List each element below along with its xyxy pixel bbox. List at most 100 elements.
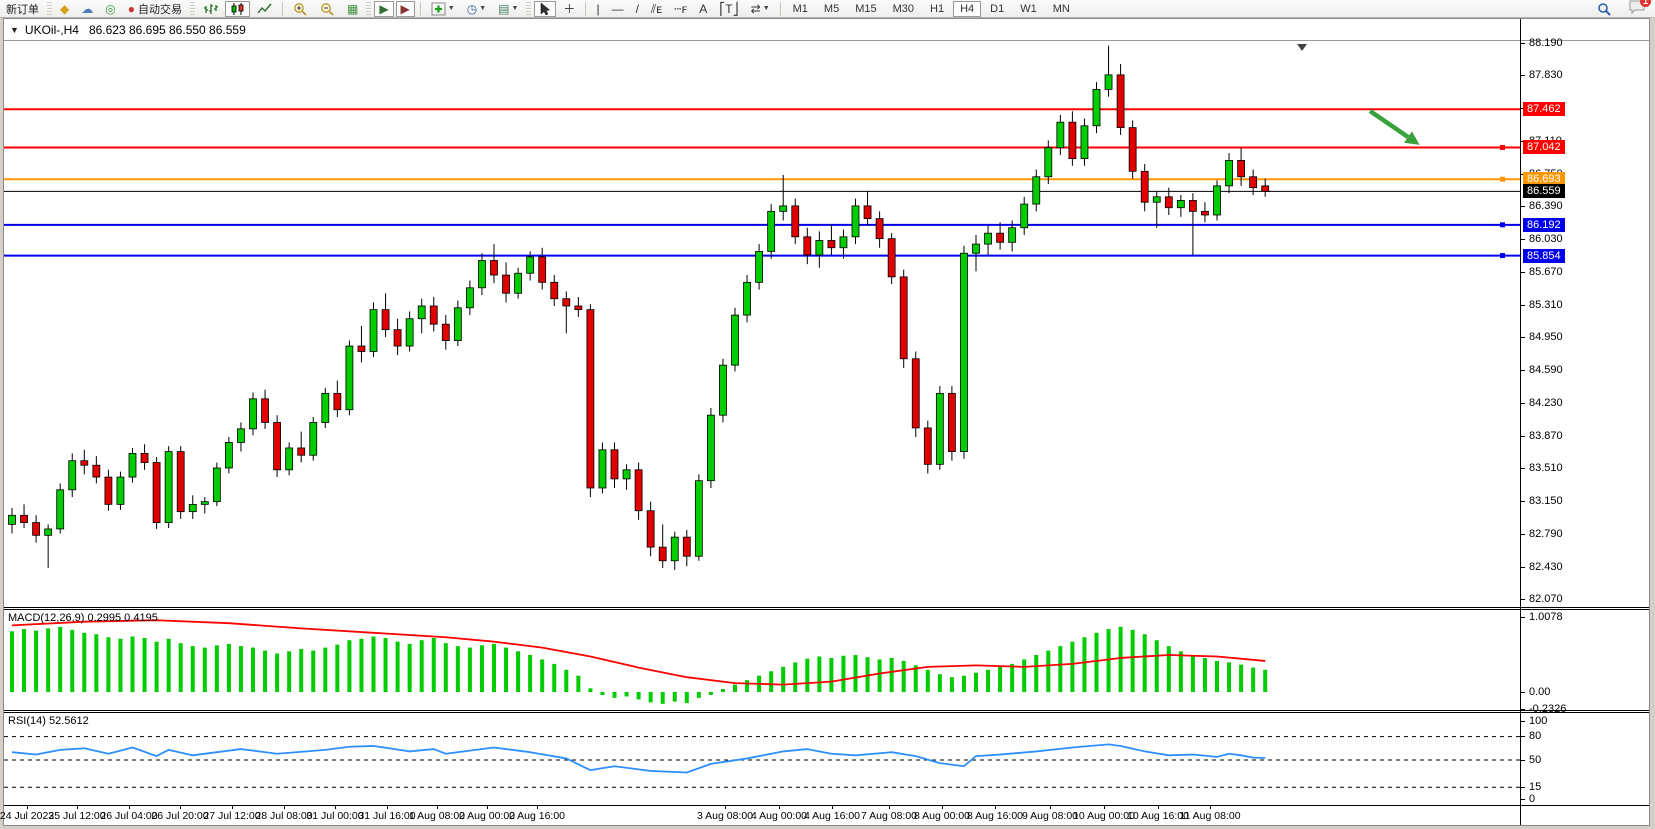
time-axis-label: 8 Aug 16:00: [966, 810, 1024, 822]
time-axis-tick: [129, 806, 130, 809]
time-axis-tick: [487, 806, 488, 809]
time-axis-label: 25 Jul 12:00: [48, 810, 106, 822]
search-icon[interactable]: [1592, 1, 1616, 17]
toolbar-grip: [47, 1, 52, 16]
arrows-icon: ⇄: [750, 1, 761, 16]
axis-separator-1: [1521, 607, 1649, 610]
timeframe-w1-button[interactable]: W1: [1020, 2, 1037, 15]
macd-pane[interactable]: MACD(12,26,9) 0.2995 0.4195: [4, 610, 1520, 710]
line-chart-button[interactable]: [252, 1, 277, 17]
templates-icon: ▤: [498, 1, 510, 16]
chart-ohlc-values: 86.623 86.695 86.550 86.559: [88, 22, 246, 37]
toolbar-grip: [526, 1, 532, 16]
rsi-chart[interactable]: [4, 713, 1520, 805]
periods-button[interactable]: ◷ ▼: [462, 1, 491, 17]
cursor-button[interactable]: [534, 0, 557, 17]
time-axis-label: 26 Jul 20:00: [151, 810, 209, 822]
price-pane[interactable]: [4, 41, 1520, 607]
navigator-icon[interactable]: ☁: [76, 1, 98, 17]
tile-windows-icon: ▦: [346, 1, 359, 16]
rsi-pane[interactable]: RSI(14) 52.5612: [4, 713, 1520, 805]
time-axis: 24 Jul 2023 25 Jul 12:00 26 Jul 04:00 26 Ju…: [0, 805, 1520, 825]
pane-separator-macd[interactable]: [4, 607, 1520, 610]
time-axis-tick: [1104, 806, 1105, 809]
zoom-in-button[interactable]: [288, 1, 313, 17]
toolbar-left-group: 新订单 ◆ ☁ ◎ ● 自动交易 ▦ ▶ ▶ ▼ ◷ ▼ ▤ ▼ ＋ | — / ⫽ᴇ ┄ꜰ A ⎡T⎦ ⇄ ▼: [0, 0, 785, 17]
toolbar-grip: [366, 1, 372, 16]
auto-scroll-button[interactable]: ▶: [374, 0, 394, 17]
trendline-icon: /: [635, 1, 639, 16]
notification-badge: 1: [1640, 0, 1651, 7]
timeframe-mn-button[interactable]: MN: [1052, 2, 1070, 15]
time-axis-label: 2 Aug 00:00: [458, 810, 516, 822]
dropdown-caret-icon: ▼: [479, 5, 487, 12]
indicators-button[interactable]: ▼: [426, 1, 460, 17]
market-watch-icon[interactable]: ◆: [55, 1, 74, 17]
timeframe-h4-button[interactable]: H4: [953, 0, 982, 17]
time-axis-label: 10 Aug 00:00: [1073, 810, 1135, 822]
axis-bottom-spacer: [1521, 805, 1649, 825]
dropdown-caret-icon: ▼: [762, 5, 770, 12]
timeframe-m5-button[interactable]: M5: [823, 2, 840, 15]
tile-windows-button[interactable]: ▦: [342, 1, 363, 17]
zoom-out-button[interactable]: [315, 1, 340, 17]
bar-chart-button[interactable]: [198, 1, 223, 17]
autotrading-button[interactable]: ● 自动交易: [123, 1, 187, 17]
time-axis-tick: [779, 806, 780, 809]
text-label-icon: ⎡T⎦: [719, 1, 739, 16]
time-axis-tick: [889, 806, 890, 809]
chart-symbol-period: UKOil-,H4: [24, 22, 79, 37]
timeframe-m30-button[interactable]: M30: [892, 2, 914, 15]
time-axis-label: 4 Aug 00:00: [750, 810, 808, 822]
arrows-button[interactable]: ⇄ ▼: [746, 1, 775, 17]
toolbar-separator: [779, 1, 781, 16]
pane-separator-rsi[interactable]: [4, 710, 1520, 713]
market-watch-icon-icon: ◆: [60, 1, 70, 16]
notifications-button[interactable]: 1: [1629, 0, 1651, 17]
horizontal-line-button[interactable]: —: [607, 1, 629, 17]
equidistant-channel-button[interactable]: ⫽ᴇ: [646, 1, 667, 17]
timeframe-m1-button[interactable]: M1: [792, 2, 808, 15]
candlestick-chart-button[interactable]: [224, 0, 250, 17]
time-axis-label: 28 Jul 08:00: [255, 810, 313, 822]
timeframe-m15-button[interactable]: M15: [855, 2, 877, 15]
signals-icon[interactable]: ◎: [100, 1, 120, 17]
trendline-button[interactable]: /: [631, 1, 644, 17]
text-button[interactable]: A: [694, 1, 712, 17]
arrow-annotation-head: [1404, 131, 1420, 145]
timeframe-h1-button[interactable]: H1: [930, 2, 945, 15]
text-label-button[interactable]: ⎡T⎦: [714, 1, 743, 17]
fibonacci-button[interactable]: ┄ꜰ: [669, 1, 692, 17]
candlestick-chart[interactable]: [4, 41, 1520, 607]
arrow-annotation: [1368, 109, 1410, 139]
crosshair-button[interactable]: ＋: [558, 1, 580, 17]
price-line-label: 86.559: [1523, 184, 1565, 199]
time-axis-label: 31 Jul 16:00: [358, 810, 416, 822]
toolbar-separator: [281, 1, 283, 16]
time-axis-label: 31 Jul 00:00: [306, 810, 364, 822]
autotrading-icon: ●: [127, 1, 135, 16]
price-line-label: 87.462: [1523, 102, 1565, 117]
time-axis-tick: [232, 806, 233, 809]
navigator-icon-icon: ☁: [81, 1, 94, 16]
horizontal-line-icon: —: [611, 1, 624, 16]
time-axis-tick: [1210, 806, 1211, 809]
price-line-label: 86.192: [1523, 217, 1565, 232]
time-axis-label: 9 Aug 08:00: [1021, 810, 1079, 822]
chart-dropdown-icon[interactable]: ▼: [10, 24, 19, 35]
vertical-line-button[interactable]: |: [591, 1, 604, 17]
toolbar-separator: [419, 1, 421, 16]
time-axis-label: 7 Aug 08:00: [860, 810, 918, 822]
templates-button[interactable]: ▤ ▼: [493, 1, 523, 17]
autotrading-button-label: 自动交易: [137, 3, 182, 16]
equidistant-channel-icon: ⫽ᴇ: [650, 1, 663, 16]
main-price-axis: 88.19087.83087.47087.11086.75086.39086.0…: [1521, 37, 1649, 607]
macd-chart[interactable]: [4, 610, 1520, 710]
time-axis-label: 3 Aug 08:00: [696, 810, 754, 822]
axis-title-spacer: [1521, 19, 1649, 41]
timeframe-d1-button[interactable]: D1: [990, 2, 1005, 15]
new-order-button[interactable]: 新订单: [1, 1, 44, 17]
dropdown-caret-icon: ▼: [447, 5, 455, 12]
price-line-label: 87.042: [1523, 140, 1565, 155]
chart-shift-button[interactable]: ▶: [395, 0, 415, 17]
